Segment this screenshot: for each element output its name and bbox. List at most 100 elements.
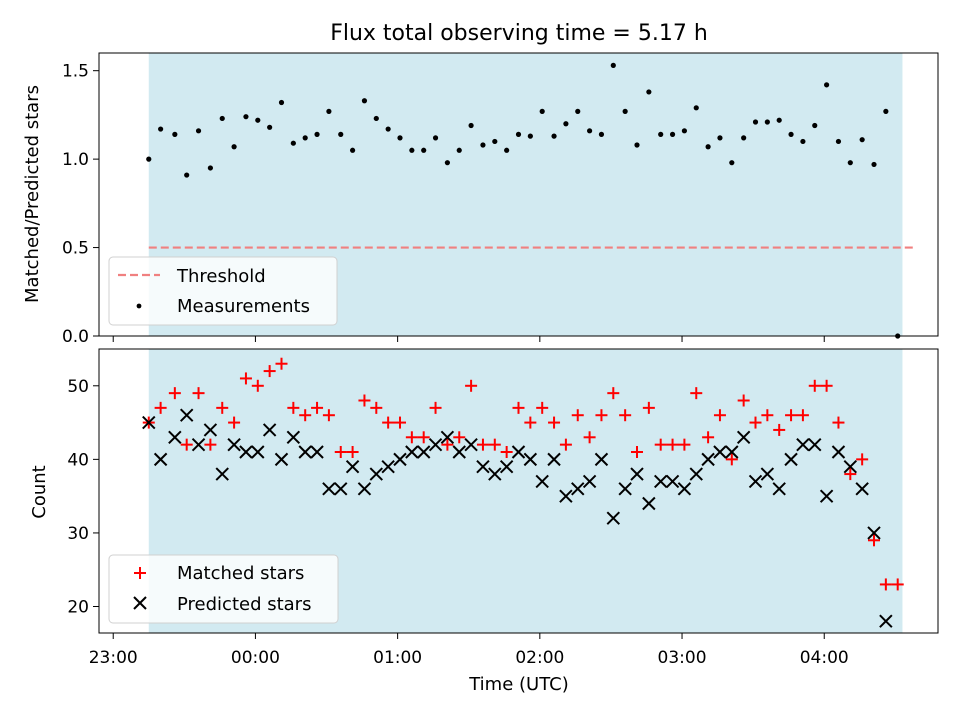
predicted-star-marker-stroke (310, 445, 324, 459)
predicted-star-marker (665, 474, 680, 489)
measurement-point (397, 135, 403, 141)
predicted-star-marker (142, 415, 156, 430)
predicted-star-marker-stroke (142, 415, 156, 430)
predicted-star-marker-stroke (867, 526, 881, 540)
predicted-star-marker (191, 437, 206, 452)
measurement-point (812, 122, 818, 129)
matched-star-marker (334, 446, 347, 459)
predicted-star-marker-stroke (191, 437, 206, 452)
measurement-point (444, 160, 450, 166)
matched-star-marker (287, 401, 300, 414)
matched-star-marker (713, 409, 726, 422)
matched-star-marker (631, 446, 644, 459)
predicted-star-marker (179, 408, 194, 422)
matched-star-marker (239, 372, 252, 385)
matched-star-marker (548, 416, 561, 429)
predicted-star-marker (357, 482, 372, 496)
chart-title: Flux total observing time = 5.17 h (330, 21, 708, 46)
predicted-star-marker (772, 482, 786, 496)
predicted-star-marker-stroke (476, 460, 490, 474)
matched-star-marker (773, 423, 786, 436)
predicted-star-marker-stroke (736, 430, 751, 444)
matched-star-marker (761, 409, 774, 422)
threshold-legend-label: Threshold (176, 266, 266, 287)
measurement-point (302, 135, 308, 141)
measurement-point (634, 142, 640, 148)
measurement-point (278, 99, 285, 106)
matched-star-marker (263, 365, 276, 378)
matched-star-marker (666, 438, 679, 451)
predicted-star-marker (476, 460, 490, 474)
predicted-star-marker (642, 496, 656, 511)
predicted-star-marker-stroke (784, 452, 798, 467)
predicted-star-marker (452, 445, 466, 459)
measurement-point (741, 135, 747, 141)
predicted-star-marker (345, 460, 360, 474)
measurement-point (681, 128, 688, 134)
matched-star-marker (228, 416, 241, 429)
matched-star-marker (441, 438, 454, 451)
predicted-star-marker (582, 474, 597, 489)
top-panel: 0.0 0.5 1.0 1.5 Matched/Predicted stars Thr… (22, 52, 939, 347)
measurement-point (385, 126, 391, 132)
measurement-point (669, 131, 676, 137)
measurement-point (776, 117, 782, 123)
predicted-star-marker (286, 430, 301, 444)
predicted-star-marker (843, 460, 858, 474)
count-points (142, 357, 904, 628)
predicted-star-marker-stroke (606, 511, 621, 525)
predicted-star-marker (831, 445, 846, 459)
matched-star-marker (382, 416, 395, 429)
predicted-star-marker (251, 445, 265, 459)
predicted-star-marker (725, 445, 739, 459)
matched-star-marker (524, 416, 537, 429)
matched-star-marker (311, 401, 324, 414)
predicted-star-marker-stroke (322, 482, 336, 496)
predicted-star-marker-stroke (748, 474, 763, 489)
measurement-point (859, 137, 865, 143)
matched-star-marker (702, 431, 715, 444)
measurements-legend-swatch (136, 303, 142, 309)
measurement-point (409, 147, 415, 153)
measurement-point (373, 115, 379, 122)
predicted-star-marker-stroke (274, 452, 289, 467)
predicted-star-marker (867, 526, 881, 540)
matched-star-marker (879, 578, 892, 591)
measurement-point (551, 133, 557, 139)
matched-star-marker (488, 438, 501, 451)
measurement-point (646, 89, 652, 95)
matched-star-marker (619, 409, 632, 422)
predicted-star-marker-stroke (535, 474, 549, 489)
matched-star-marker (251, 379, 264, 392)
predicted-star-marker (393, 452, 407, 467)
predicted-star-marker-stroke (251, 445, 265, 459)
measurement-point (598, 131, 605, 137)
predicted-star-marker-stroke (594, 452, 609, 467)
measurement-point (267, 124, 273, 130)
predicted-star-marker-stroke (665, 474, 680, 489)
matched-star-marker (749, 416, 762, 429)
measurement-point (788, 131, 794, 137)
bottom-y-tick-label: 30 (67, 524, 89, 544)
predicted-star-marker (310, 445, 324, 459)
predicted-star-marker (440, 430, 455, 444)
predicted-star-marker-stroke (452, 445, 466, 459)
measurement-point (658, 131, 664, 137)
bottom-x-tick-label: 01:00 (373, 648, 422, 668)
matched-star-marker (654, 438, 667, 451)
predicted-star-marker-stroke (760, 467, 775, 481)
measurement-point (610, 62, 616, 68)
predicted-star-marker-stroke (808, 437, 822, 452)
measurement-point (539, 108, 545, 114)
matched-star-marker (358, 394, 371, 407)
matched-star-marker (725, 453, 738, 466)
predicted-star-marker (203, 423, 218, 437)
predicted-star-marker (274, 452, 289, 467)
predicted-star-marker-stroke (653, 474, 668, 489)
predicted-star-marker-stroke (464, 437, 478, 452)
matched-star-marker (465, 379, 478, 392)
predicted-star-marker-stroke (262, 423, 277, 437)
measurement-point (231, 144, 237, 150)
predicted-star-marker (416, 445, 431, 459)
